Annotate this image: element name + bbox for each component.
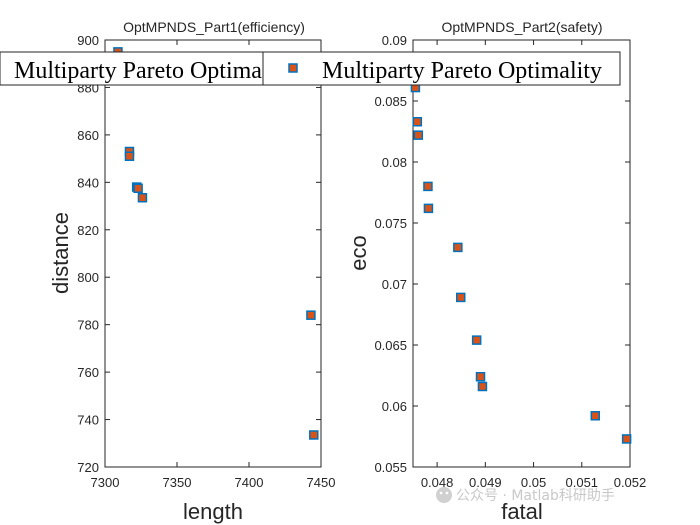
wechat-icon-eye-left	[439, 491, 443, 495]
right-y-tick-label: 0.09	[382, 33, 407, 48]
right-x-ticks: 0.048 0.049 0.05 0.051 0.052	[421, 40, 646, 490]
left-data-point	[306, 310, 316, 320]
right-legend-box	[262, 51, 621, 86]
watermark-text: 公众号 · Matlab科研助手	[456, 488, 615, 504]
right-data-point	[471, 335, 482, 345]
right-x-tick-label: 0.049	[469, 475, 502, 490]
left-plot-title: OptMPNDS_Part1(efficiency)	[123, 19, 305, 35]
left-x-tick-label: 7400	[235, 475, 264, 490]
left-y-tick-label: 720	[77, 460, 99, 475]
left-subplot: OptMPNDS_Part1(efficiency) 7300 7350 7400 7…	[48, 19, 335, 524]
right-points	[410, 82, 632, 444]
right-legend: Multiparty Pareto Optimality	[262, 51, 621, 86]
right-subplot: OptMPNDS_Part2(safety) 0.048 0.049 0.05 0.0…	[346, 19, 646, 524]
left-y-tick-label: 780	[77, 318, 99, 333]
right-data-point	[423, 203, 434, 214]
left-y-tick-label: 860	[77, 128, 99, 143]
right-data-point	[477, 381, 488, 392]
right-legend-label: Multiparty Pareto Optimality	[322, 58, 602, 84]
left-y-tick-label: 760	[77, 365, 99, 380]
left-y-axis-label: distance	[48, 212, 73, 294]
left-x-axis-label: length	[183, 499, 243, 524]
left-axes-box	[104, 39, 322, 468]
right-axes-box	[412, 39, 631, 468]
left-data-point	[124, 151, 135, 161]
right-x-tick-label: 0.051	[566, 475, 599, 490]
right-data-point	[455, 292, 466, 303]
right-y-tick-label: 0.055	[374, 460, 407, 475]
right-data-point	[413, 130, 424, 140]
left-y-tick-label: 800	[77, 270, 99, 285]
wechat-icon	[436, 487, 452, 503]
left-data-point	[309, 430, 319, 440]
left-x-tick-label: 7300	[91, 475, 120, 490]
right-y-tick-label: 0.06	[382, 399, 407, 414]
right-y-axis-label: eco	[346, 235, 371, 270]
right-x-tick-label: 0.052	[614, 475, 647, 490]
right-x-tick-label: 0.048	[421, 475, 454, 490]
left-legend: Multiparty Pareto Optima	[0, 51, 264, 86]
right-y-tick-label: 0.085	[374, 94, 407, 109]
left-data-point	[133, 183, 143, 194]
left-y-tick-label: 740	[77, 413, 99, 428]
wechat-icon-eye-right	[445, 491, 449, 495]
left-x-tick-label: 7450	[307, 475, 336, 490]
watermark: 公众号 · Matlab科研助手	[436, 487, 615, 504]
right-legend-marker	[288, 63, 298, 73]
right-data-point	[423, 181, 433, 192]
right-x-tick-label: 0.05	[521, 475, 546, 490]
right-data-point	[475, 371, 486, 382]
right-y-tick-label: 0.065	[374, 338, 407, 353]
right-y-tick-label: 0.07	[382, 277, 407, 292]
right-y-tick-label: 0.08	[382, 155, 407, 170]
left-y-tick-label: 840	[77, 175, 99, 190]
left-x-ticks: 7300 7350 7400 7450	[91, 40, 336, 490]
right-plot-title: OptMPNDS_Part2(safety)	[441, 19, 602, 35]
right-data-point	[412, 116, 423, 127]
right-y-tick-label: 0.075	[374, 216, 407, 231]
left-x-tick-label: 7350	[163, 475, 192, 490]
right-x-axis-label: fatal	[501, 499, 543, 524]
left-y-tick-label: 900	[77, 33, 99, 48]
left-data-point	[137, 193, 148, 203]
right-data-point	[590, 411, 601, 421]
right-y-ticks: 0.055 0.06 0.065 0.07 0.075 0.08 0.085 0.09	[374, 33, 630, 475]
right-data-point	[621, 434, 632, 444]
right-data-point	[453, 242, 463, 253]
left-y-tick-label: 820	[77, 223, 99, 238]
left-legend-label: Multiparty Pareto Optima	[14, 58, 262, 84]
left-legend-box	[0, 51, 264, 86]
